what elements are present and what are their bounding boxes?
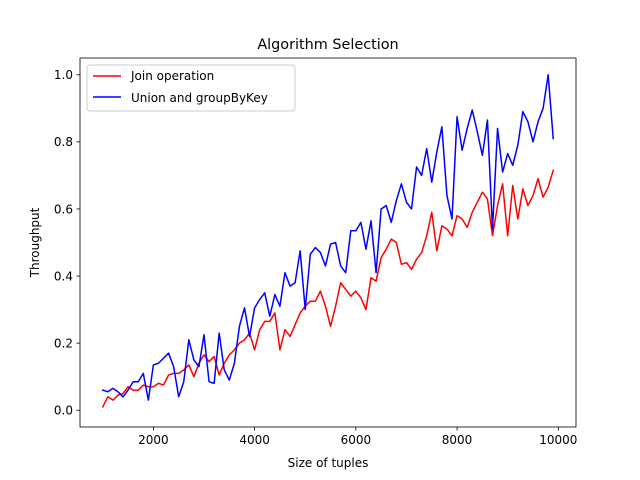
y-axis-label: Throughput	[28, 207, 42, 278]
legend: Join operation Union and groupByKey	[86, 64, 296, 112]
y-tick-label: 0.2	[54, 336, 73, 350]
chart-title: Algorithm Selection	[257, 37, 398, 53]
legend-label-union: Union and groupByKey	[131, 91, 268, 105]
x-tick-label: 10000	[539, 433, 577, 447]
y-tick-label: 0.4	[54, 269, 73, 283]
y-axis: 0.0 0.2 0.4 0.6 0.8 1.0	[54, 68, 80, 418]
x-tick-label: 2000	[138, 433, 169, 447]
x-tick-label: 6000	[341, 433, 372, 447]
plot-frame	[79, 57, 577, 428]
x-axis: 2000 4000 6000 8000 10000	[138, 427, 577, 447]
x-axis-label: Size of tuples	[288, 456, 369, 470]
legend-label-join: Join operation	[130, 69, 214, 83]
series-line-union-groupbykey	[101, 74, 555, 401]
y-tick-label: 0.0	[54, 404, 73, 418]
x-tick-label: 4000	[239, 433, 270, 447]
y-tick-label: 0.6	[54, 202, 73, 216]
x-tick-label: 8000	[442, 433, 473, 447]
legend-box	[86, 64, 296, 112]
y-tick-label: 0.8	[54, 135, 73, 149]
y-tick-label: 1.0	[54, 68, 73, 82]
series-line-join-operation	[101, 169, 555, 408]
plot-lines	[101, 74, 555, 408]
